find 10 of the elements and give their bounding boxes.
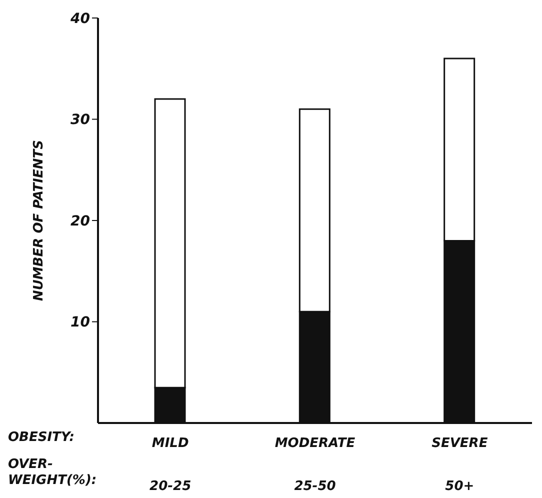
y-tick-label: 30 bbox=[70, 112, 90, 128]
y-tick-label: 20 bbox=[70, 213, 90, 230]
category-label: MILD 20-25 bbox=[150, 436, 192, 494]
category-label: MODERATE 25-50 bbox=[274, 436, 356, 494]
text: OVER- WEIGHT(%): bbox=[8, 457, 97, 489]
y-tick-label: 10 bbox=[70, 314, 90, 331]
category-label: SEVERE 50+ bbox=[432, 436, 488, 494]
y-tick-label: 40 bbox=[70, 10, 90, 27]
text: OBESITY: bbox=[8, 430, 76, 446]
y-axis-title: NUMBER OF PATIENTS bbox=[32, 140, 47, 302]
